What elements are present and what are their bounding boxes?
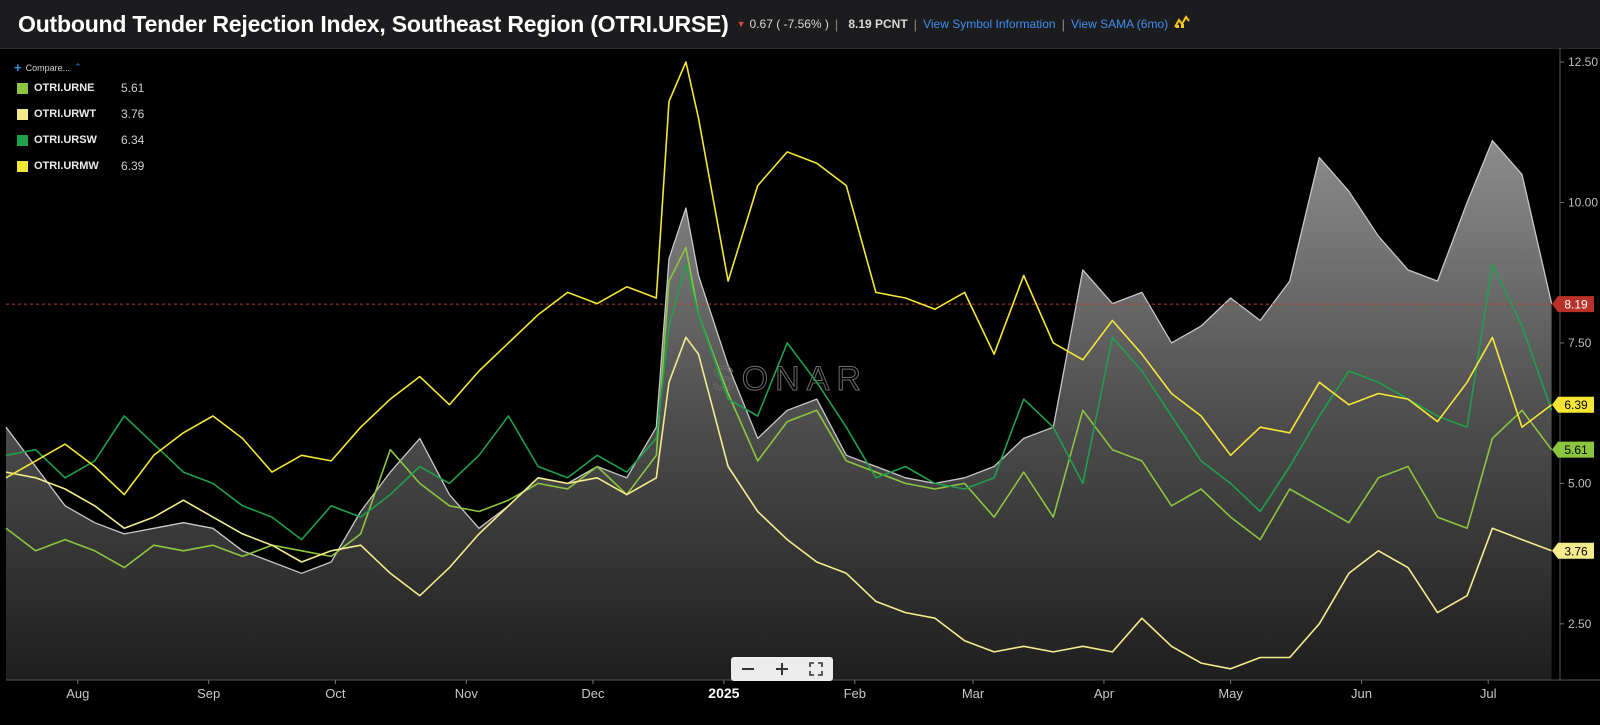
legend-item[interactable]: OTRI.URSW 6.34 xyxy=(14,127,144,153)
legend-value: 6.34 xyxy=(121,133,145,147)
x-tick-label: Feb xyxy=(844,686,866,701)
legend-item[interactable]: OTRI.URNE 5.61 xyxy=(14,75,144,101)
y-tick-label: 12.50 xyxy=(1568,55,1598,69)
legend-swatch xyxy=(17,134,28,146)
view-symbol-info-link[interactable]: View Symbol Information xyxy=(923,17,1056,31)
series-line-otri-urmw xyxy=(5,61,1553,496)
last-value-tag-label: 6.39 xyxy=(1564,398,1588,412)
last-value-tag: 8.19 xyxy=(1552,296,1594,313)
sama-icon[interactable] xyxy=(1174,14,1190,34)
last-value-tag-label: 8.19 xyxy=(1564,298,1588,312)
last-value: 8.19 PCNT xyxy=(848,17,908,31)
plus-icon xyxy=(776,663,788,675)
zoom-controls xyxy=(731,657,833,681)
header-divider: | xyxy=(913,16,918,32)
fullscreen-icon xyxy=(809,662,823,676)
series-line-otri-urwt xyxy=(5,336,1552,670)
view-sama-link[interactable]: View SAMA (6mo) xyxy=(1070,17,1169,31)
legend-swatch xyxy=(17,82,28,94)
plus-icon: + xyxy=(14,60,22,75)
chart-header: Outbound Tender Rejection Index, Southea… xyxy=(0,0,1600,49)
legend-item[interactable]: OTRI.URMW 6.39 xyxy=(14,153,144,179)
y-tick-label: 2.50 xyxy=(1568,617,1592,631)
page-title: Outbound Tender Rejection Index, Southea… xyxy=(18,10,729,37)
y-tick-label: 10.00 xyxy=(1568,195,1598,209)
x-tick-label: Nov xyxy=(455,686,479,701)
x-tick-label: Jun xyxy=(1351,686,1372,701)
header-divider: | xyxy=(1061,16,1065,32)
legend-name: OTRI.URNE xyxy=(34,82,95,94)
legend-swatch xyxy=(17,160,28,172)
y-tick-label: 5.00 xyxy=(1568,476,1592,490)
legend-item[interactable]: OTRI.URWT 3.76 xyxy=(14,101,144,127)
last-value-tag-label: 5.61 xyxy=(1564,443,1588,457)
legend-swatch xyxy=(17,108,28,120)
x-tick-label: May xyxy=(1218,686,1243,701)
chevron-up-icon: ⌃ xyxy=(74,62,82,72)
minus-icon xyxy=(742,668,754,670)
last-value-tag-label: 3.76 xyxy=(1564,544,1588,558)
x-tick-label: Mar xyxy=(962,686,985,701)
legend-value: 3.76 xyxy=(121,107,145,121)
legend-value: 5.61 xyxy=(121,81,145,95)
legend: + Compare... ⌃ OTRI.URNE 5.61 OTRI.URWT … xyxy=(14,60,144,179)
x-tick-label: 2025 xyxy=(708,685,739,701)
last-value-tag-shape xyxy=(1552,441,1594,458)
x-tick-label: Jul xyxy=(1480,686,1497,701)
last-value-tag: 3.76 xyxy=(1552,542,1594,559)
header-divider: | xyxy=(834,16,839,32)
fullscreen-button[interactable] xyxy=(799,657,833,681)
x-tick-label: Oct xyxy=(325,686,346,701)
legend-name: OTRI.URSW xyxy=(34,134,97,146)
series-line-otri-urse xyxy=(5,140,1553,574)
area-fill-otri-urse xyxy=(6,140,1552,680)
last-value-tag-shape xyxy=(1552,296,1594,313)
y-tick-label: 7.50 xyxy=(1568,336,1592,350)
change-value: 0.67 ( -7.56% ) xyxy=(749,17,829,31)
x-tick-label: Aug xyxy=(66,686,89,701)
compare-button[interactable]: + Compare... ⌃ xyxy=(14,60,144,75)
x-tick-label: Dec xyxy=(581,686,605,701)
sonar-watermark: SONAR xyxy=(712,360,868,398)
legend-name: OTRI.URWT xyxy=(34,108,97,120)
x-tick-label: Sep xyxy=(197,686,220,701)
last-value-tag: 6.39 xyxy=(1552,396,1594,413)
chart-area[interactable]: SONAR 2.50 5.00 7.50 10.00 12.50 Aug Sep Oct No… xyxy=(0,48,1600,725)
series-line-otri-ursw xyxy=(5,263,1553,541)
last-value-tag-shape xyxy=(1552,396,1594,413)
legend-name: OTRI.URMW xyxy=(34,160,99,172)
last-value-tag-shape xyxy=(1552,542,1594,559)
compare-label: Compare... xyxy=(25,62,71,73)
legend-value: 6.39 xyxy=(121,159,145,173)
zoom-in-button[interactable] xyxy=(765,657,799,681)
down-arrow-icon: ▼ xyxy=(736,19,746,29)
last-value-tag: 5.61 xyxy=(1552,441,1594,458)
zoom-out-button[interactable] xyxy=(731,657,765,681)
x-tick-label: Apr xyxy=(1094,686,1115,701)
